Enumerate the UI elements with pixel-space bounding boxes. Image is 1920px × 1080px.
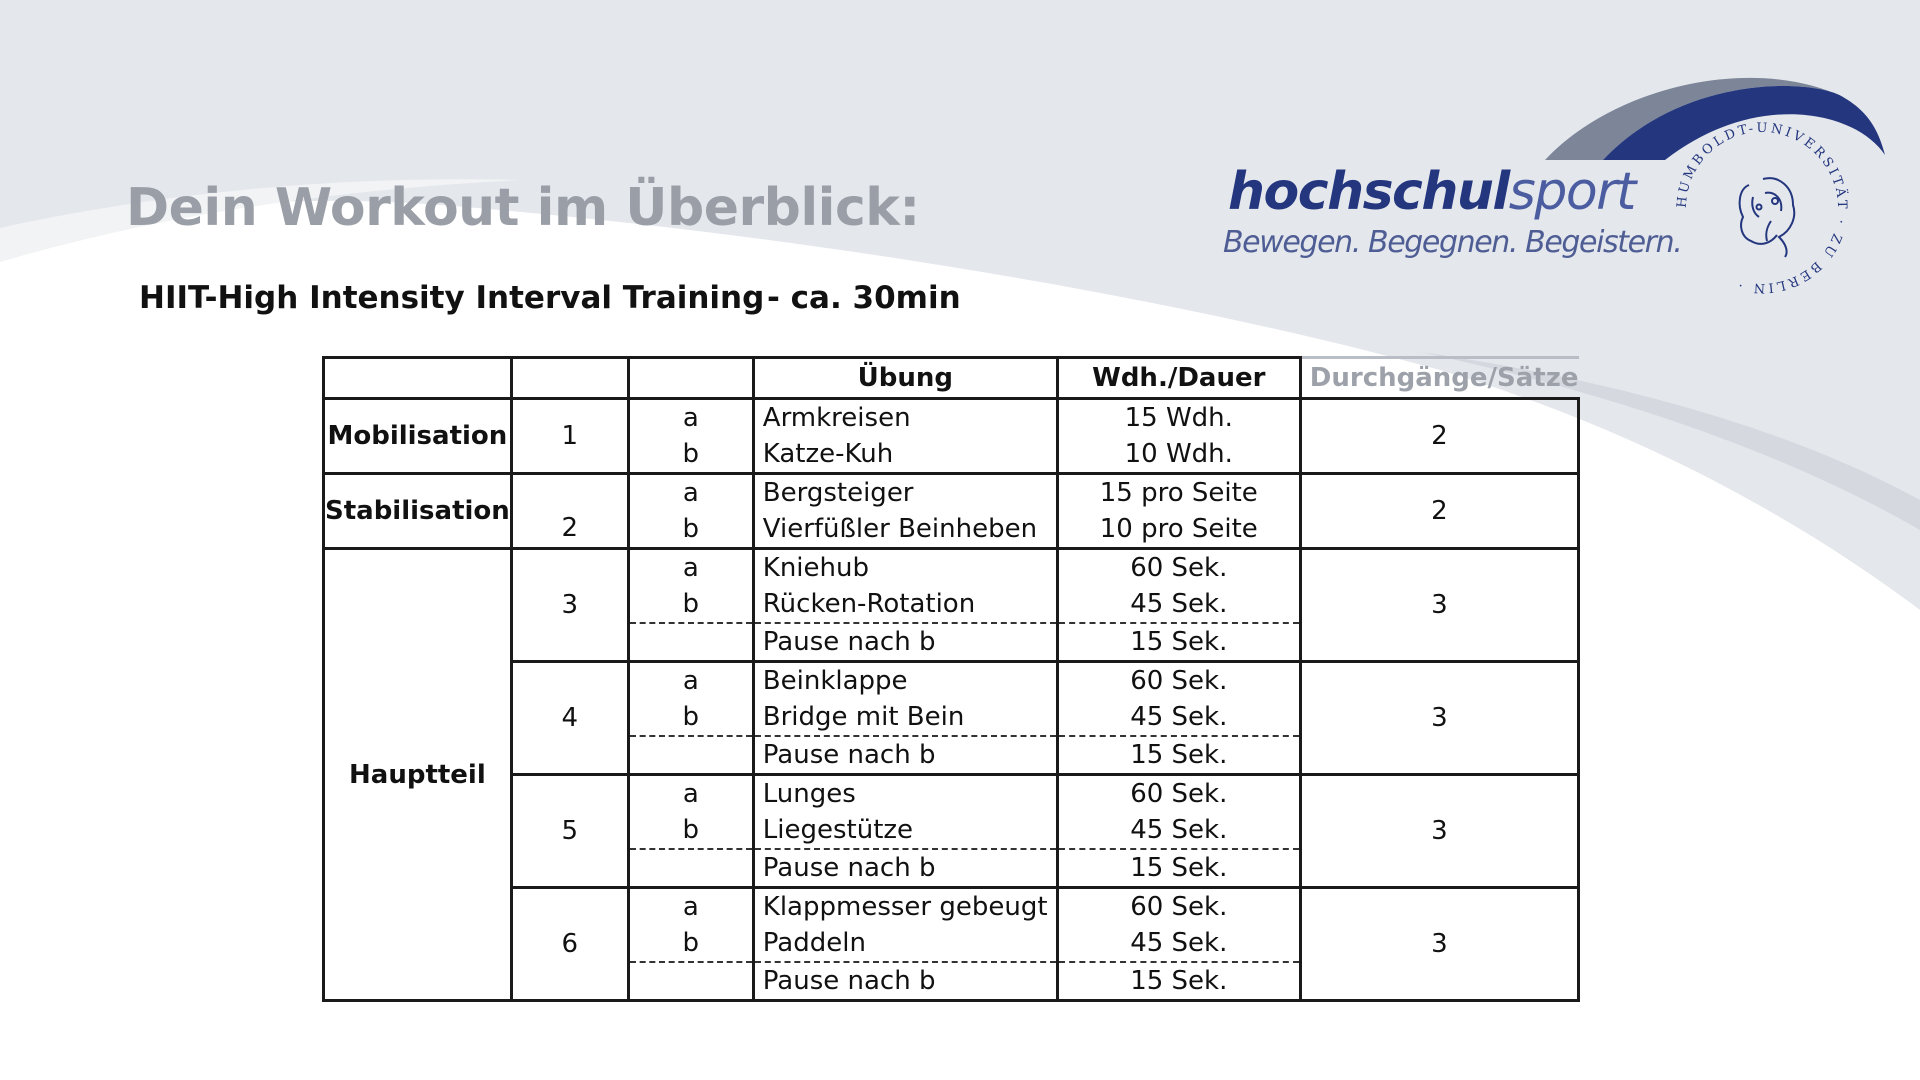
- exercise-letter: a: [626, 886, 755, 925]
- exercise-letter: b: [626, 925, 755, 963]
- block-sets: 3: [1298, 773, 1581, 889]
- university-seal-icon: HUMBOLDT-UNIVERSITÄT · ZU BERLIN ·: [1675, 121, 1851, 295]
- exercise-reps: 60 Sek.: [1055, 773, 1302, 812]
- exercise-letter: a: [626, 547, 755, 586]
- block-number: 3: [509, 547, 630, 663]
- exercise-name: Vierfüßler Beinheben: [751, 511, 1059, 550]
- header-sets: Durchgänge/Sätze: [1298, 356, 1579, 400]
- workout-table: Übung Wdh./Dauer Durchgänge/Sätze Mobili…: [322, 356, 1581, 1002]
- category-cell: Mobilisation: [322, 397, 513, 475]
- table-row: 6 a Klappmesser gebeugt 60 Sek. 3: [324, 886, 1581, 1002]
- exercise-name: Rücken-Rotation: [751, 586, 1059, 624]
- block-number: 1: [509, 397, 630, 475]
- exercise-reps: 15 Sek.: [1055, 623, 1302, 663]
- table-row: b Bridge mit Bein 45 Sek.: [324, 699, 1579, 737]
- header-category: [322, 356, 513, 400]
- block-number: 2: [509, 472, 630, 550]
- exercise-letter: [626, 736, 755, 776]
- table-header-row: Übung Wdh./Dauer Durchgänge/Sätze: [322, 356, 1579, 400]
- table-row: b Katze-Kuh 10 Wdh.: [324, 436, 1579, 475]
- exercise-letter: a: [626, 397, 755, 436]
- block-number: 6: [509, 886, 630, 1002]
- exercise-reps: 15 Sek.: [1055, 736, 1302, 776]
- category-cell: Stabilisation: [322, 472, 513, 550]
- page-title: Dein Workout im Überblick:: [126, 178, 920, 238]
- exercise-name: Paddeln: [751, 925, 1059, 963]
- block-sets: 3: [1298, 660, 1581, 776]
- exercise-name: Beinklappe: [751, 660, 1059, 699]
- exercise-name: Pause nach b: [751, 849, 1059, 889]
- exercise-letter: b: [626, 699, 755, 737]
- header-exercise: Übung: [751, 356, 1059, 400]
- table-row: Pause nach b 15 Sek.: [324, 623, 1579, 663]
- table-row: Stabilisation 2 a Bergsteiger 15 pro Sei…: [322, 472, 1581, 550]
- exercise-reps: 15 Sek.: [1055, 962, 1302, 1002]
- exercise-letter: a: [626, 660, 755, 699]
- block-number: 4: [509, 660, 630, 776]
- exercise-name: Pause nach b: [751, 623, 1059, 663]
- exercise-reps: 45 Sek.: [1055, 812, 1302, 850]
- logo-word-bold: hochschul: [1228, 162, 1510, 222]
- logo-slogan: Bewegen. Begegnen. Begeistern.: [1223, 225, 1683, 260]
- category-cell: Hauptteil: [322, 547, 513, 1002]
- exercise-letter: a: [626, 773, 755, 812]
- exercise-letter: b: [626, 812, 755, 850]
- exercise-reps: 45 Sek.: [1055, 586, 1302, 624]
- table-row: Mobilisation 1 a Armkreisen 15 Wdh. 2: [322, 397, 1581, 475]
- exercise-name: Bergsteiger: [751, 472, 1059, 511]
- exercise-letter: b: [626, 586, 755, 624]
- exercise-letter: a: [626, 472, 755, 511]
- exercise-reps: 60 Sek.: [1055, 886, 1302, 925]
- exercise-name: Klappmesser gebeugt: [751, 886, 1059, 925]
- table-row: b Rücken-Rotation 45 Sek.: [324, 586, 1579, 624]
- exercise-reps: 45 Sek.: [1055, 925, 1302, 963]
- exercise-reps: 10 Wdh.: [1055, 436, 1302, 475]
- block-sets: 3: [1298, 547, 1581, 663]
- block-sets: 3: [1298, 886, 1581, 1002]
- exercise-name: Kniehub: [751, 547, 1059, 586]
- logo-arc: [1545, 77, 1885, 160]
- exercise-reps: 15 Wdh.: [1055, 397, 1302, 436]
- hochschulsport-logo: hochschulsport Bewegen. Begegnen. Begeis…: [1215, 55, 1895, 315]
- table-row: b Vierfüßler Beinheben 10 pro Seite: [324, 511, 1579, 550]
- table-row: 5 a Lunges 60 Sek. 3: [324, 773, 1581, 889]
- header-reps: Wdh./Dauer: [1055, 356, 1302, 400]
- table-row: Pause nach b 15 Sek.: [324, 962, 1579, 1002]
- block-sets: 2: [1298, 397, 1581, 475]
- workout-name: HIIT-High Intensity Interval Training: [139, 280, 765, 316]
- exercise-letter: b: [626, 436, 755, 475]
- exercise-reps: 60 Sek.: [1055, 660, 1302, 699]
- logo-word-light: sport: [1508, 162, 1637, 222]
- block-number: 5: [509, 773, 630, 889]
- table-row: b Liegestütze 45 Sek.: [324, 812, 1579, 850]
- table-row: b Paddeln 45 Sek.: [324, 925, 1579, 963]
- table-row: Pause nach b 15 Sek.: [324, 849, 1579, 889]
- exercise-reps: 60 Sek.: [1055, 547, 1302, 586]
- exercise-name: Katze-Kuh: [751, 436, 1059, 475]
- workout-subtitle: HIIT-High Intensity Interval Training - …: [139, 280, 961, 316]
- exercise-letter: [626, 623, 755, 663]
- exercise-letter: [626, 849, 755, 889]
- exercise-letter: b: [626, 511, 755, 550]
- exercise-name: Armkreisen: [751, 397, 1059, 436]
- exercise-name: Lunges: [751, 773, 1059, 812]
- exercise-letter: [626, 962, 755, 1002]
- exercise-reps: 10 pro Seite: [1055, 511, 1302, 550]
- table-row: Pause nach b 15 Sek.: [324, 736, 1579, 776]
- exercise-reps: 15 pro Seite: [1055, 472, 1302, 511]
- exercise-reps: 45 Sek.: [1055, 699, 1302, 737]
- svg-text:HUMBOLDT-UNIVERSITÄT · ZU BERL: HUMBOLDT-UNIVERSITÄT · ZU BERLIN ·: [1675, 121, 1851, 295]
- exercise-name: Liegestütze: [751, 812, 1059, 850]
- exercise-name: Pause nach b: [751, 736, 1059, 776]
- header-number: [509, 356, 630, 400]
- exercise-name: Pause nach b: [751, 962, 1059, 1002]
- header-letter: [626, 356, 755, 400]
- logo-wordmark: hochschulsport: [1228, 162, 1637, 222]
- workout-duration: - ca. 30min: [767, 280, 961, 316]
- exercise-reps: 15 Sek.: [1055, 849, 1302, 889]
- exercise-name: Bridge mit Bein: [751, 699, 1059, 737]
- block-sets: 2: [1298, 472, 1581, 550]
- table-row: Hauptteil 3 a Kniehub 60 Sek. 3: [322, 547, 1581, 1002]
- table-row: 4 a Beinklappe 60 Sek. 3: [324, 660, 1581, 776]
